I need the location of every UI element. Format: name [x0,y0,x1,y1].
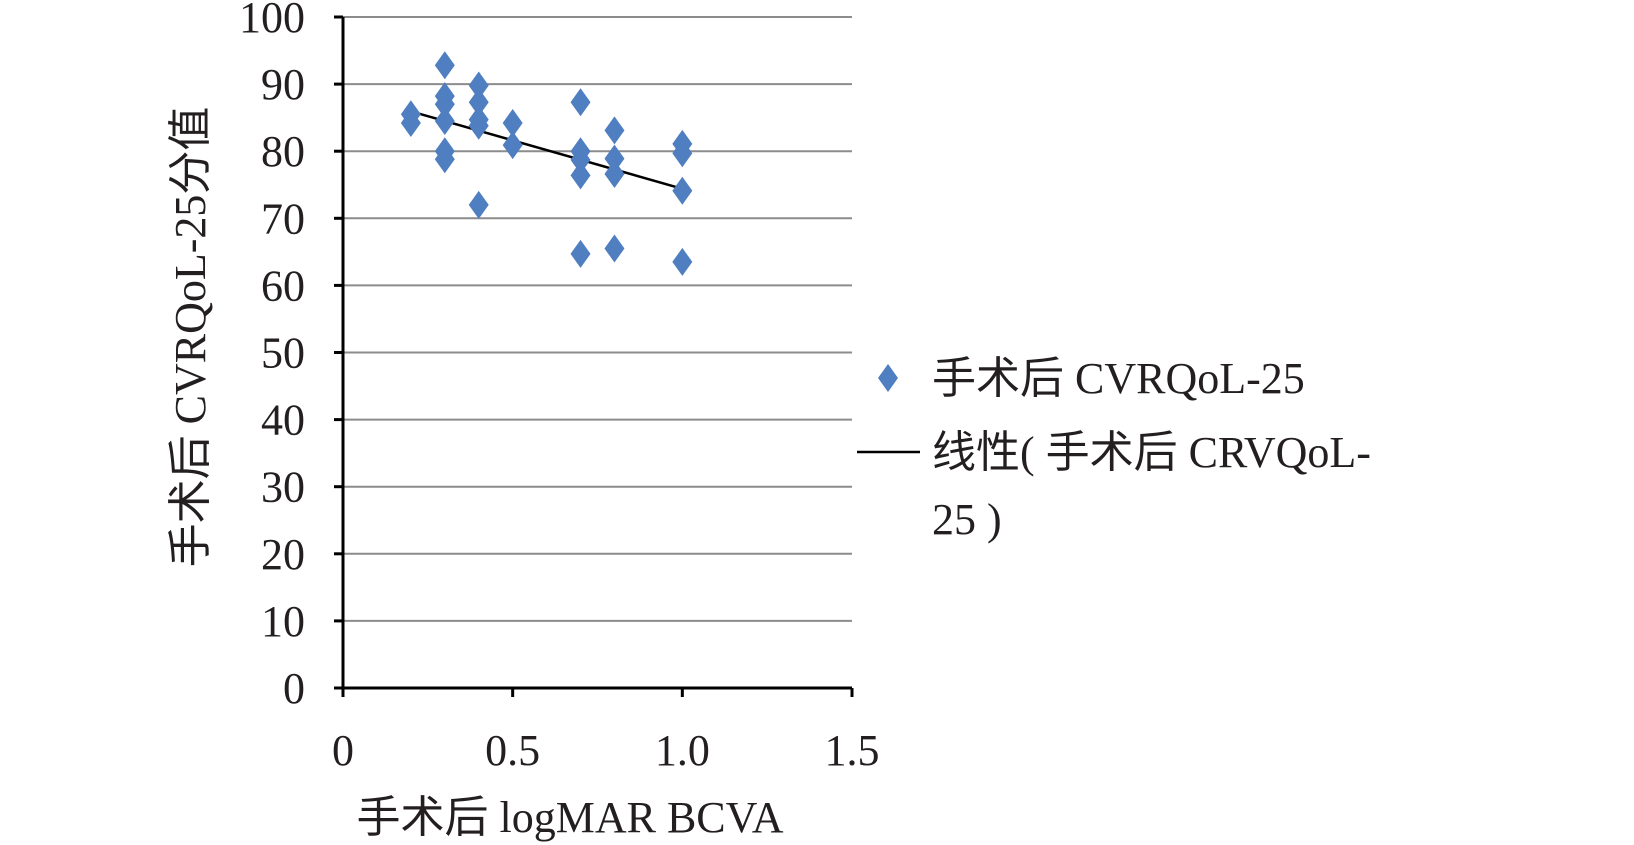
data-point [468,190,489,219]
y-tick-labels: 0 10 20 30 40 50 60 70 80 90 100 [239,0,305,713]
x-axis-title: 手术后 logMAR BCVA [356,793,783,842]
y-tick-label: 70 [261,194,305,243]
y-tick-label: 30 [261,463,305,512]
trendline-group [413,111,683,190]
data-point [672,139,693,168]
y-tick-label: 10 [261,597,305,646]
x-tick-label: 0.5 [485,726,540,775]
legend-marker-diamond [878,364,898,392]
legend-label-series: 手术后 CVRQoL-25 [932,354,1305,403]
data-point [468,111,489,140]
legend-label-trendline-line1: 线性( 手术后 CRVQoL- [932,428,1371,477]
data-point [502,131,523,160]
x-tick-label: 0 [332,726,354,775]
data-point [604,116,625,145]
x-tick-labels: 0 0.5 1.0 1.5 [332,726,880,775]
data-points [400,51,693,276]
data-point [434,145,455,174]
data-point [502,109,523,138]
legend-label-trendline-line2: 25 ) [932,495,1002,544]
y-tick-label: 90 [261,60,305,109]
legend: 手术后 CVRQoL-25 线性( 手术后 CRVQoL- 25 ) [857,354,1371,544]
data-point [672,247,693,276]
data-point [570,145,591,174]
data-point [434,90,455,119]
y-tick-label: 60 [261,261,305,310]
x-tick-label: 1.0 [655,726,710,775]
axes [334,15,854,697]
y-tick-label: 80 [261,127,305,176]
y-tick-label: 40 [261,396,305,445]
data-point [570,88,591,117]
gridlines [343,16,852,622]
data-point [570,239,591,268]
data-point [468,71,489,100]
data-point [468,88,489,117]
trendline [413,111,683,190]
data-point [400,109,421,138]
x-tick-label: 1.5 [825,726,880,775]
data-point [604,160,625,189]
data-point [434,107,455,136]
y-tick-label: 0 [283,664,305,713]
y-tick-label: 20 [261,530,305,579]
data-point [570,161,591,190]
data-point [604,234,625,263]
data-point [434,51,455,80]
data-point [604,144,625,173]
y-axis-title: 手术后 CVRQoL-25分值 [166,107,215,568]
data-point [672,176,693,205]
y-tick-label: 50 [261,329,305,378]
y-tick-label: 100 [239,0,305,42]
